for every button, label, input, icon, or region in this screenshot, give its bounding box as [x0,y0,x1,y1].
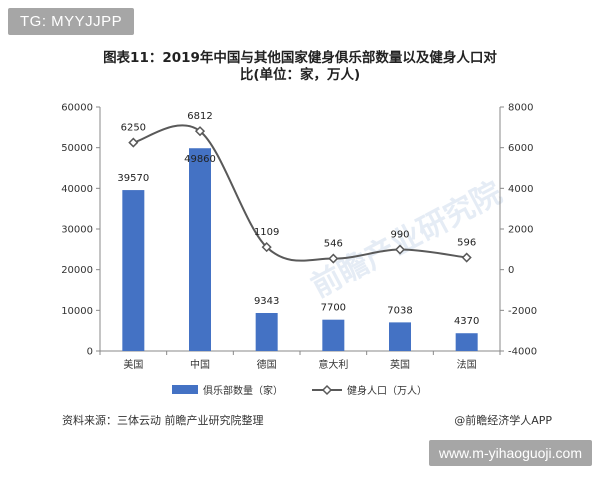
line-value-label: 546 [324,239,343,250]
brand-label: @前瞻经济学人APP [454,414,552,427]
bars-group [122,148,478,351]
right-tick-label: -2000 [508,306,537,317]
title-line-1: 图表11：2019年中国与其他国家健身俱乐部数量以及健身人口对 [103,50,497,66]
right-tick-label: -4000 [508,347,537,358]
source-note: 资料来源：三体云动 前瞻产业研究院整理 [62,414,264,427]
line-value-label: 990 [390,230,409,241]
bar [455,333,478,351]
right-tick-label: 4000 [508,184,533,195]
line-point-marker [261,242,272,253]
bar [322,319,345,351]
line-point-marker [128,137,139,148]
legend-line-label: 健身人口（万人） [347,384,427,397]
bar-value-label: 49860 [184,154,216,165]
bar-value-label: 7700 [321,303,346,314]
line-point-marker [194,126,206,137]
line-series-path [133,124,467,262]
legend: 俱乐部数量（家） 健身人口（万人） [172,384,427,397]
bar-value-label: 39570 [117,173,149,184]
category-label: 德国 [257,358,277,371]
data-labels-group: 39570 49860 9343 7700 7038 4370 6250 6812 1109 54… [117,111,479,327]
left-tick-label: 10000 [61,306,93,317]
bar [122,190,145,351]
legend-bar-swatch [172,385,198,394]
category-label: 英国 [390,358,410,371]
axes-group: 0100002000030000400005000060000-4000-200… [61,103,537,372]
category-label: 美国 [123,358,143,371]
right-tick-label: 0 [508,265,514,276]
bar [389,322,411,351]
left-tick-label: 60000 [61,103,93,114]
line-point-marker [328,253,339,264]
legend-line-marker [321,384,333,396]
title-line-2: 比(单位：家，万人) [239,67,361,83]
line-series-group [128,124,472,264]
bar [189,148,211,351]
right-tick-label: 8000 [508,103,533,114]
bar-value-label: 7038 [387,305,412,316]
watermark-bottom: www.m-yihaoguoji.com [428,440,592,466]
left-tick-label: 0 [87,347,93,358]
line-point-marker [461,252,472,263]
left-tick-label: 50000 [61,143,93,154]
left-tick-label: 20000 [61,265,93,276]
watermark-top: TG: MYYJJPP [8,8,135,35]
chart-title: 图表11：2019年中国与其他国家健身俱乐部数量以及健身人口对 比(单位：家，万… [60,50,540,84]
category-label: 中国 [190,358,210,371]
line-value-label: 1109 [254,227,279,238]
line-point-marker [394,244,406,255]
line-value-label: 6250 [121,123,146,134]
line-value-label: 6812 [187,111,212,122]
right-tick-label: 2000 [508,225,533,236]
left-tick-label: 40000 [61,184,93,195]
line-value-label: 596 [457,238,476,249]
bar-value-label: 4370 [454,316,479,327]
right-tick-label: 6000 [508,143,533,154]
bar [255,313,278,351]
category-label: 法国 [457,358,477,371]
bar-value-label: 9343 [254,296,279,307]
legend-bar-label: 俱乐部数量（家） [203,384,283,397]
category-label: 意大利 [318,358,348,371]
left-tick-label: 30000 [61,225,93,236]
